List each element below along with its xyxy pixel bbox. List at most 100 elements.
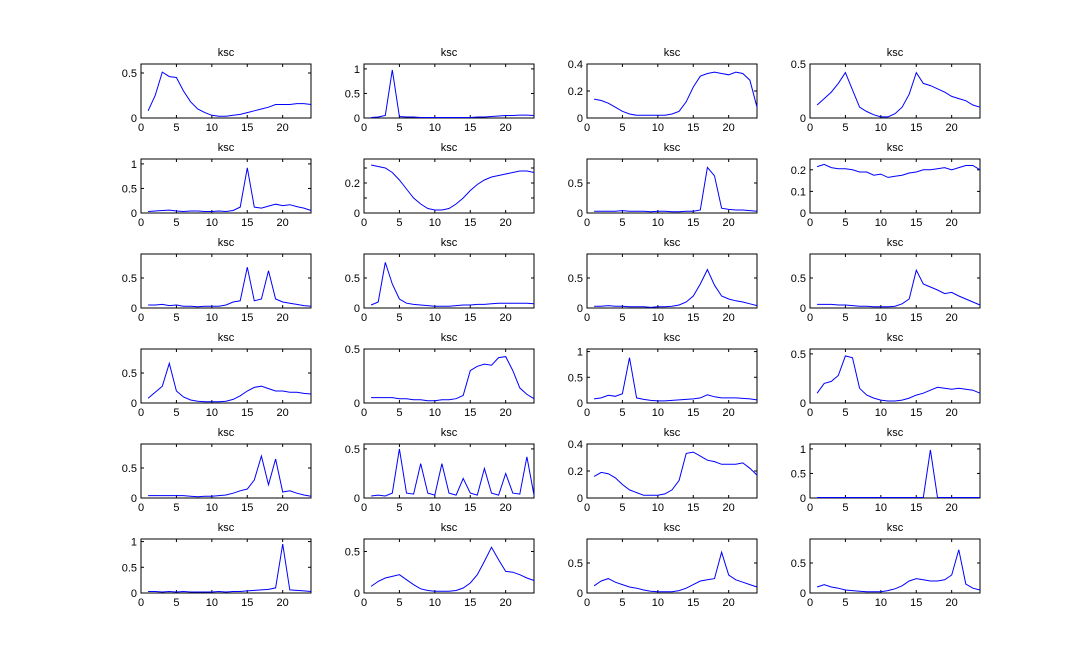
y-tick-label: 0.5 [568, 178, 583, 190]
subplot-11: ksc 0 5 10 15 20 0 0.5 [568, 237, 758, 324]
x-tick-label: 5 [396, 407, 402, 419]
x-tick-label: 20 [946, 597, 958, 609]
x-tick-label: 0 [807, 502, 813, 514]
subplot-14: ksc 0 5 10 15 20 0 0.5 [345, 332, 535, 419]
y-tick-label: 0.5 [791, 349, 806, 361]
y-tick-label: 0 [577, 303, 583, 315]
series-line [817, 268, 981, 308]
y-tick-label: 0.4 [568, 439, 583, 451]
subplot-title: ksc [218, 427, 235, 439]
axes-frame [809, 63, 981, 119]
subplot-title: ksc [218, 47, 235, 59]
subplot-15: ksc 0 5 10 15 20 0 0.5 1 [568, 332, 758, 419]
y-tick-label: 0 [131, 493, 137, 505]
axes-frame [809, 348, 981, 404]
x-tick-label: 0 [807, 407, 813, 419]
subplot-title: ksc [441, 142, 458, 154]
y-tick-label: 0 [800, 303, 806, 315]
x-tick-label: 20 [946, 312, 958, 324]
y-tick-label: 0.5 [791, 558, 806, 570]
x-tick-label: 0 [584, 407, 590, 419]
x-tick-label: 15 [910, 312, 922, 324]
subplot-6: ksc 0 5 10 15 20 0 0.2 [345, 142, 535, 229]
series-line [817, 449, 980, 498]
y-tick-label: 0.5 [122, 183, 137, 195]
axes-frame [809, 443, 981, 499]
x-tick-label: 20 [723, 407, 735, 419]
x-tick-label: 20 [277, 217, 289, 229]
subplot-title: ksc [218, 142, 235, 154]
series-line [594, 268, 758, 308]
x-tick-label: 20 [946, 502, 958, 514]
x-tick-label: 10 [652, 312, 664, 324]
y-tick-label: 0.5 [122, 463, 137, 475]
y-tick-label: 0.2 [345, 178, 360, 190]
x-tick-label: 10 [875, 122, 887, 134]
y-tick-label: 0 [577, 398, 583, 410]
y-tick-label: 0.5 [345, 546, 360, 558]
x-tick-label: 15 [241, 502, 253, 514]
series-line [816, 71, 981, 118]
x-tick-label: 20 [500, 217, 512, 229]
x-tick-label: 0 [361, 407, 367, 419]
y-tick-label: 0.5 [791, 468, 806, 480]
subplot-4: ksc 0 5 10 15 20 0 0.5 [791, 47, 981, 134]
series-line [371, 356, 535, 402]
subplot-title: ksc [664, 142, 681, 154]
x-tick-label: 10 [875, 312, 887, 324]
subplot-title: ksc [441, 237, 458, 249]
subplot-16: ksc 0 5 10 15 20 0 0.5 [791, 332, 981, 419]
y-tick-label: 0.2 [568, 466, 583, 478]
x-tick-label: 20 [723, 312, 735, 324]
y-tick-label: 0 [354, 303, 360, 315]
x-tick-label: 10 [652, 502, 664, 514]
subplot-7: ksc 0 5 10 15 20 0 0.5 [568, 142, 758, 229]
x-tick-label: 20 [723, 597, 735, 609]
subplot-title: ksc [218, 522, 235, 534]
x-tick-label: 15 [464, 597, 476, 609]
y-tick-label: 0 [800, 208, 806, 220]
subplot-title: ksc [887, 142, 904, 154]
y-tick-label: 0.5 [122, 273, 137, 285]
x-tick-label: 20 [946, 122, 958, 134]
x-tick-label: 10 [429, 502, 441, 514]
x-tick-label: 5 [619, 122, 625, 134]
y-tick-label: 0 [577, 588, 583, 600]
y-tick-label: 0 [800, 113, 806, 125]
y-tick-label: 0 [131, 208, 137, 220]
subplot-title: ksc [664, 522, 681, 534]
x-tick-label: 0 [584, 502, 590, 514]
series-line [816, 163, 981, 178]
axes-frame [363, 348, 535, 404]
subplot-19: ksc 0 5 10 15 20 0 0.2 0.4 [568, 427, 758, 514]
x-tick-label: 10 [206, 597, 218, 609]
x-tick-label: 10 [206, 312, 218, 324]
y-tick-label: 0 [577, 493, 583, 505]
x-tick-label: 0 [584, 217, 590, 229]
x-tick-label: 0 [138, 312, 144, 324]
axes-frame [363, 443, 535, 499]
y-tick-label: 0.5 [345, 273, 360, 285]
x-tick-label: 20 [277, 597, 289, 609]
x-tick-label: 15 [464, 407, 476, 419]
x-tick-label: 10 [875, 407, 887, 419]
x-tick-label: 5 [173, 217, 179, 229]
subplot-title: ksc [887, 522, 904, 534]
x-tick-label: 10 [652, 407, 664, 419]
series-line [148, 167, 312, 213]
x-tick-label: 5 [396, 312, 402, 324]
x-tick-label: 5 [619, 407, 625, 419]
series-line [593, 451, 758, 496]
subplot-title: ksc [887, 237, 904, 249]
series-line [148, 454, 312, 498]
series-line [370, 164, 535, 211]
y-tick-label: 0.5 [568, 273, 583, 285]
x-tick-label: 0 [807, 312, 813, 324]
y-tick-label: 0 [577, 113, 583, 125]
x-tick-label: 20 [500, 597, 512, 609]
x-tick-label: 15 [241, 122, 253, 134]
y-tick-label: 0.5 [122, 68, 137, 80]
x-tick-label: 10 [206, 122, 218, 134]
y-tick-label: 0 [354, 493, 360, 505]
y-tick-label: 0.5 [568, 372, 583, 384]
